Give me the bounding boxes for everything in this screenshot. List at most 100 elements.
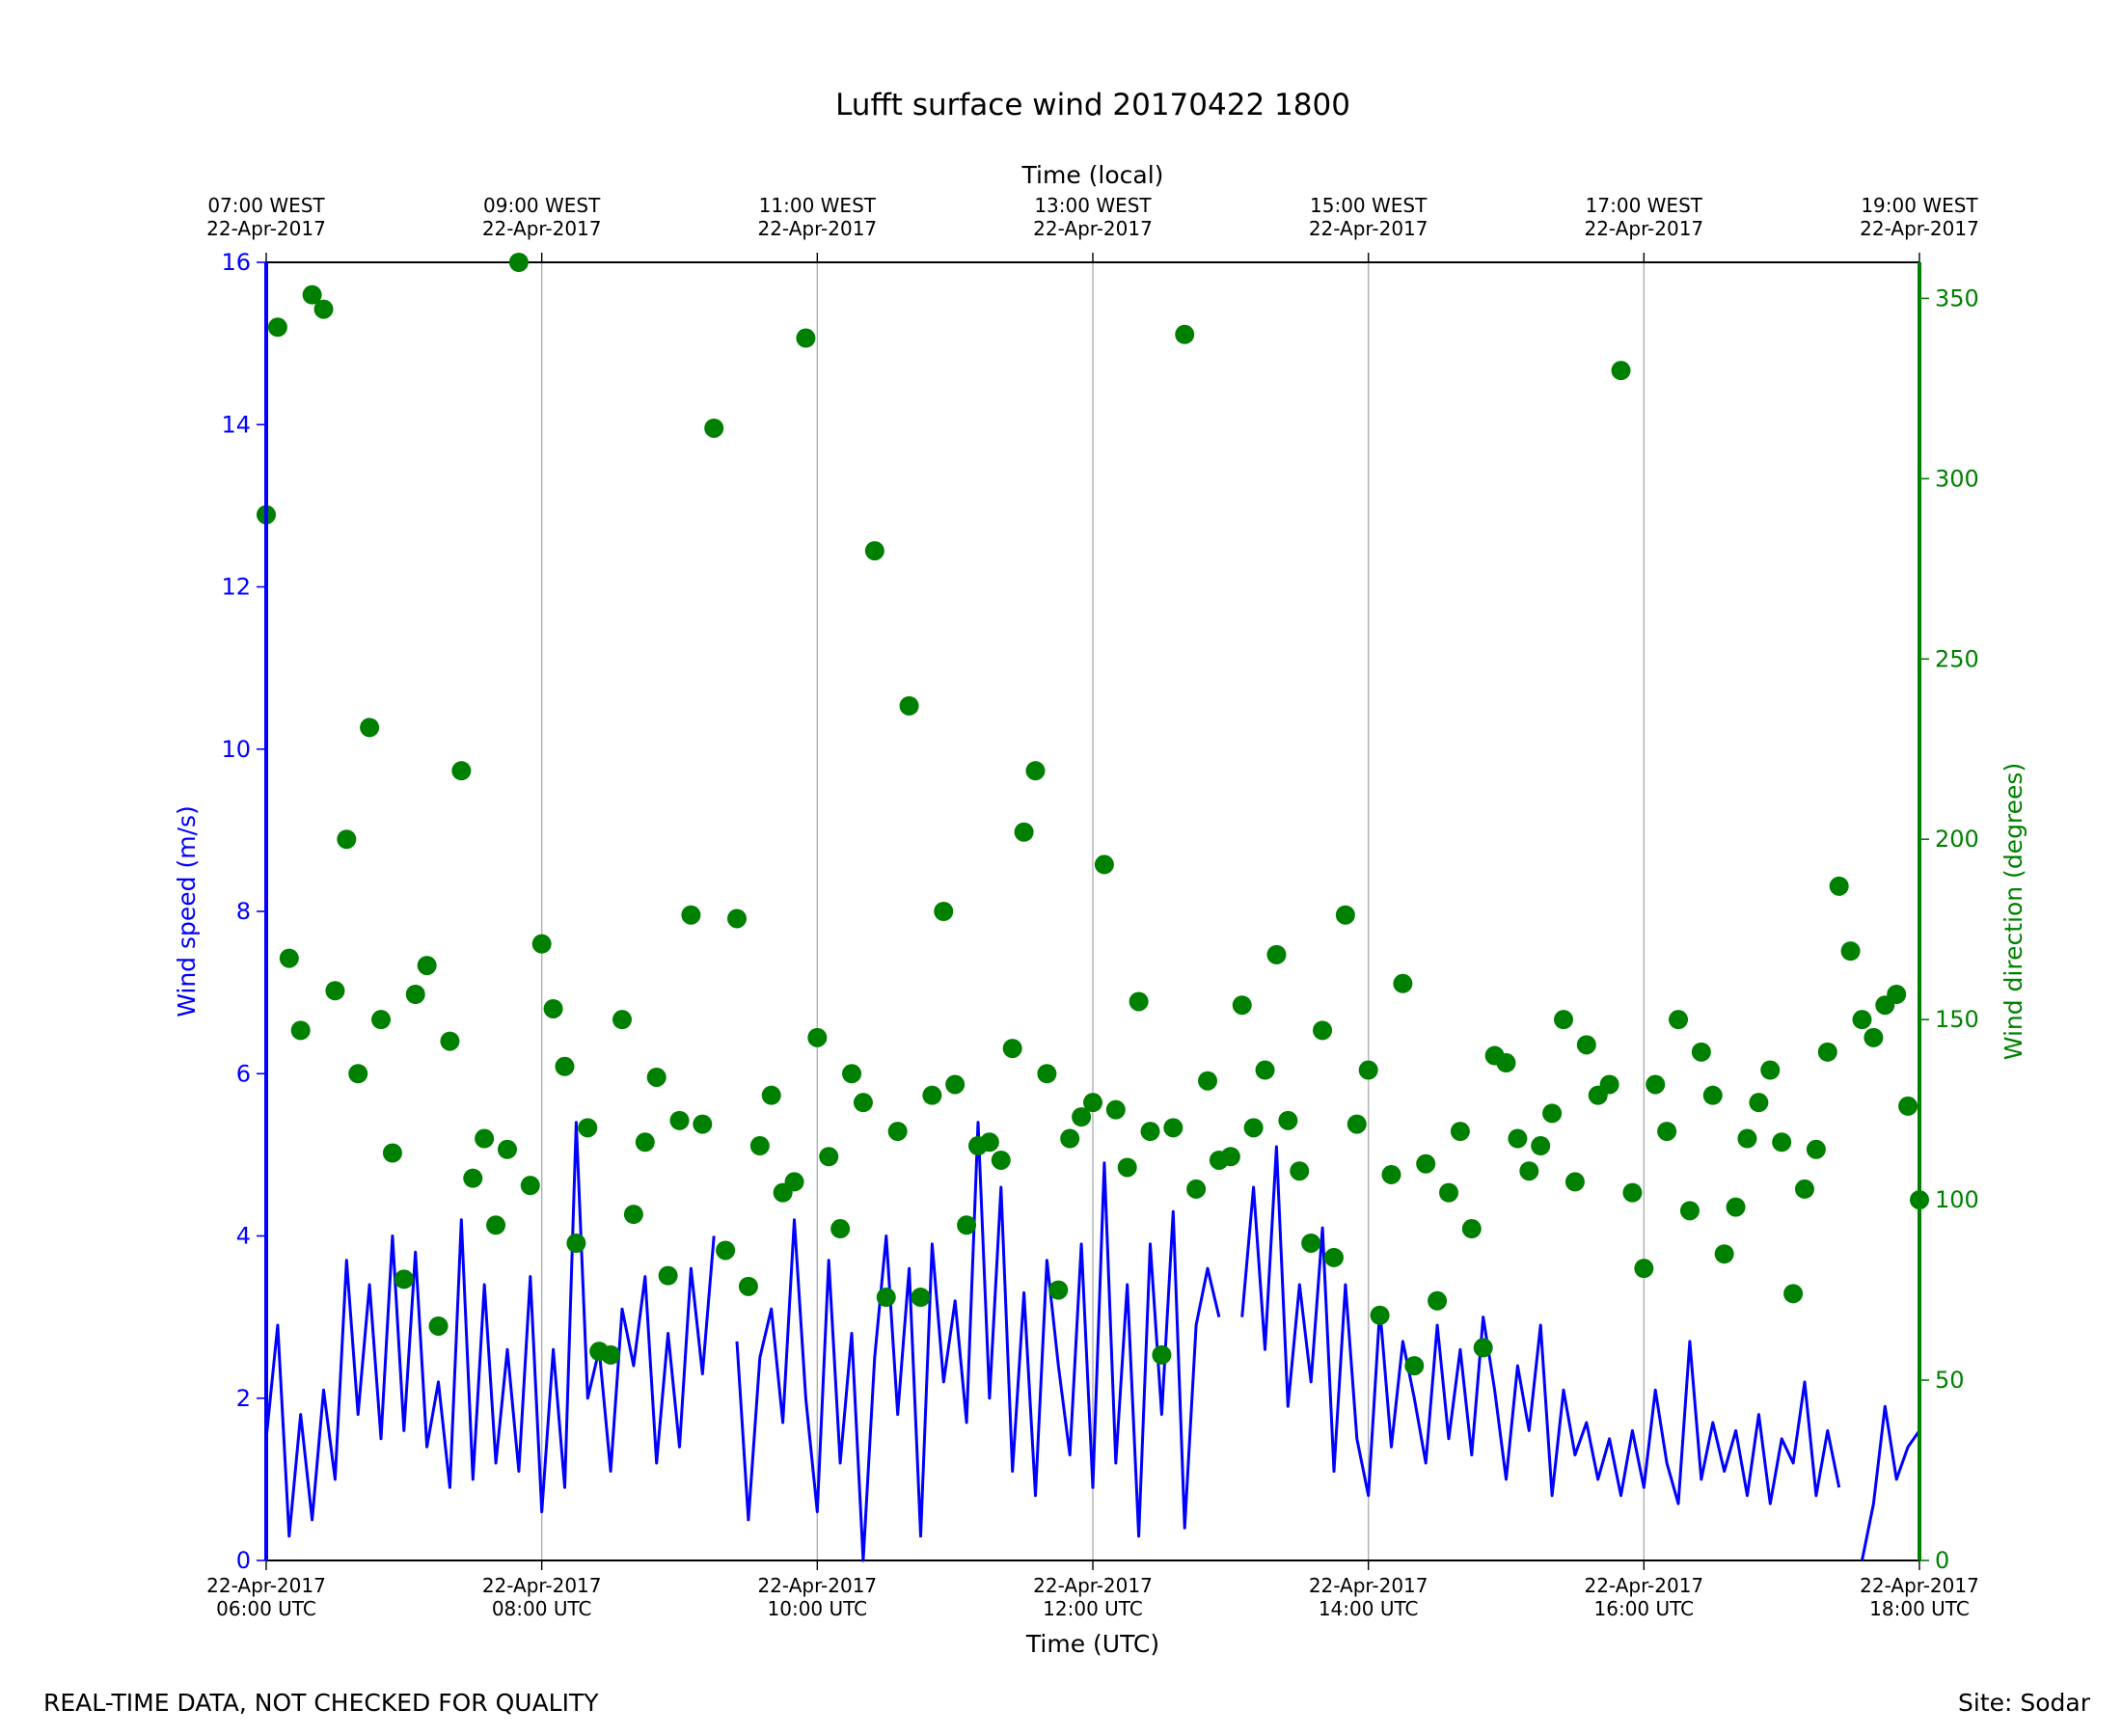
y2-tick-label: 200: [1935, 826, 1979, 853]
direction-point: [1404, 1356, 1425, 1376]
direction-point: [979, 1132, 999, 1153]
direction-point: [337, 829, 357, 850]
direction-point: [267, 317, 287, 338]
direction-point: [360, 718, 380, 738]
direction-point: [1622, 1182, 1643, 1203]
direction-point: [566, 1233, 586, 1253]
chart-title: Lufft surface wind 20170422 1800: [835, 88, 1350, 122]
direction-point: [693, 1114, 713, 1134]
direction-point: [1898, 1096, 1918, 1116]
direction-point: [761, 1085, 781, 1105]
direction-point: [1714, 1244, 1734, 1264]
direction-point: [1554, 1010, 1574, 1030]
direction-point: [796, 328, 816, 348]
direction-point: [635, 1132, 655, 1153]
y-tick-label: 14: [221, 411, 251, 438]
direction-point: [1083, 1093, 1102, 1113]
direction-point: [1634, 1259, 1654, 1279]
y-tick-label: 16: [221, 249, 251, 276]
direction-point: [864, 541, 884, 561]
x-tick-label: 22-Apr-2017 18:00 UTC: [1860, 1574, 1979, 1620]
direction-point: [1301, 1233, 1321, 1253]
direction-point: [290, 1020, 311, 1041]
x2-tick-label: 11:00 WEST 22-Apr-2017: [757, 194, 877, 240]
x2-axis-label: Time (local): [1021, 161, 1164, 189]
direction-point: [325, 981, 345, 1001]
y-tick-label: 0: [236, 1547, 251, 1574]
direction-point: [1335, 905, 1355, 925]
x2-tick-label: 19:00 WEST 22-Apr-2017: [1860, 194, 1979, 240]
direction-point: [784, 1172, 804, 1192]
direction-point: [1564, 1172, 1585, 1192]
direction-point: [612, 1010, 632, 1030]
y2-tick-label: 350: [1935, 285, 1979, 312]
direction-point: [405, 984, 425, 1004]
y-tick-label: 2: [236, 1385, 251, 1412]
direction-point: [279, 948, 299, 968]
direction-point: [1198, 1071, 1218, 1091]
y2-tick-label: 250: [1935, 645, 1979, 672]
direction-point: [991, 1150, 1011, 1170]
y-tick-label: 8: [236, 898, 251, 925]
x2-tick-label: 13:00 WEST 22-Apr-2017: [1033, 194, 1153, 240]
direction-point: [922, 1085, 942, 1105]
direction-point: [669, 1110, 690, 1130]
direction-point: [1105, 1099, 1126, 1120]
direction-point: [1657, 1122, 1677, 1142]
direction-point: [1358, 1060, 1378, 1080]
x-tick-label: 22-Apr-2017 06:00 UTC: [206, 1574, 326, 1620]
direction-point: [417, 956, 437, 976]
direction-point: [578, 1118, 598, 1138]
direction-point: [853, 1093, 873, 1113]
x2-tick-label: 15:00 WEST 22-Apr-2017: [1309, 194, 1428, 240]
direction-point: [1094, 854, 1114, 875]
direction-point: [1519, 1161, 1539, 1181]
speed-line: [264, 1121, 1921, 1562]
direction-point: [394, 1269, 414, 1289]
direction-point: [1381, 1164, 1401, 1184]
y-tick-label: 12: [221, 574, 251, 601]
direction-point: [1037, 1064, 1057, 1084]
direction-point: [807, 1027, 828, 1047]
direction-point: [1737, 1128, 1757, 1149]
direction-point: [1072, 1107, 1092, 1127]
direction-point: [1060, 1128, 1080, 1149]
direction-point: [716, 1240, 736, 1261]
direction-point: [1313, 1020, 1333, 1041]
direction-point: [601, 1344, 621, 1365]
y2-tick-label: 150: [1935, 1006, 1979, 1033]
direction-point: [945, 1074, 966, 1095]
direction-point: [1175, 324, 1195, 344]
direction-point: [842, 1064, 862, 1084]
x-tick-label: 22-Apr-2017 12:00 UTC: [1033, 1574, 1153, 1620]
direction-point: [876, 1288, 896, 1308]
direction-point: [1347, 1114, 1367, 1134]
direction-point: [1290, 1161, 1310, 1181]
direction-point: [1817, 1042, 1837, 1062]
direction-point: [1806, 1139, 1826, 1159]
direction-point: [1749, 1093, 1769, 1113]
y2-tick-label: 100: [1935, 1186, 1979, 1213]
x-tick-label: 22-Apr-2017 10:00 UTC: [757, 1574, 877, 1620]
direction-point: [1794, 1179, 1814, 1199]
direction-point: [428, 1316, 449, 1336]
direction-point: [819, 1147, 839, 1167]
direction-point: [1646, 1074, 1666, 1095]
direction-point: [1679, 1201, 1700, 1221]
direction-point: [1760, 1060, 1781, 1080]
direction-point: [1243, 1118, 1264, 1138]
direction-point: [1531, 1136, 1551, 1156]
direction-point: [1772, 1132, 1792, 1153]
direction-point: [1163, 1118, 1183, 1138]
direction-point: [1048, 1280, 1069, 1300]
direction-point: [302, 285, 322, 305]
direction-point: [1508, 1128, 1528, 1149]
direction-point: [749, 1136, 770, 1156]
direction-point: [899, 695, 919, 716]
x-tick-label: 22-Apr-2017 14:00 UTC: [1309, 1574, 1428, 1620]
direction-point: [1140, 1122, 1160, 1142]
footer-note: REAL-TIME DATA, NOT CHECKED FOR QUALITY: [43, 1689, 599, 1717]
direction-point: [440, 1031, 460, 1051]
direction-point: [1278, 1110, 1298, 1130]
direction-point: [1783, 1284, 1804, 1304]
